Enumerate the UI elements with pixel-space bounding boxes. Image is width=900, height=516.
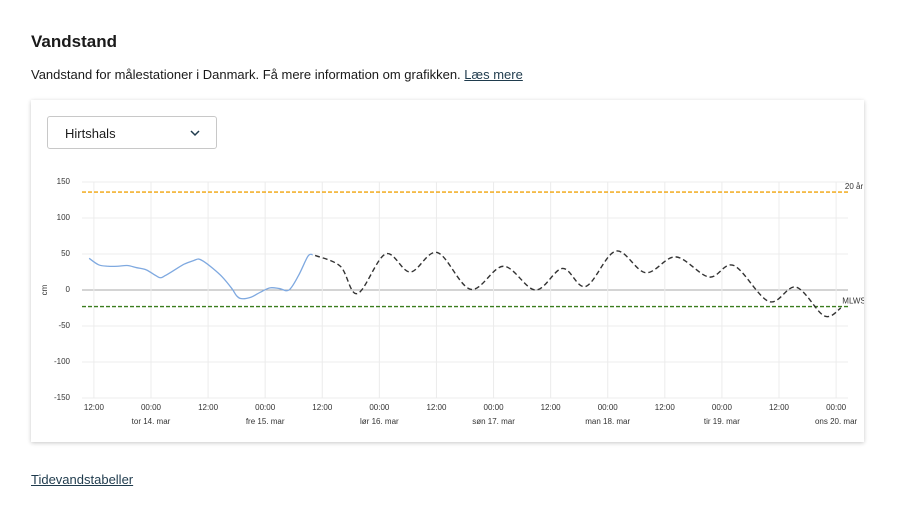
x-tick-label: 00:00	[712, 403, 733, 412]
x-tick-label: 12:00	[312, 403, 333, 412]
x-tick-label: 00:00	[255, 403, 276, 412]
y-tick-label: 50	[61, 249, 70, 258]
day-label: ons 20. mar	[815, 417, 858, 426]
day-label: tor 14. mar	[132, 417, 171, 426]
chart: -150 -100 -50 0 50 100 150 12:00 00:00 12:00 00:00…	[40, 177, 864, 426]
x-tick-label: 12:00	[84, 403, 105, 412]
description: Vandstand for målestationer i Danmark. F…	[31, 67, 523, 82]
forecast-line	[314, 250, 842, 318]
x-tick-label: 00:00	[484, 403, 505, 412]
day-label: fre 15. mar	[246, 417, 285, 426]
page-title: Vandstand	[31, 32, 117, 51]
y-tick-label: -50	[58, 321, 70, 330]
x-tick-label: 12:00	[426, 403, 447, 412]
day-label: lør 16. mar	[360, 417, 399, 426]
x-tick-label: 00:00	[598, 403, 619, 412]
x-tick-label: 12:00	[541, 403, 562, 412]
select-value: Hirtshals	[65, 126, 116, 141]
observed-line	[88, 253, 313, 300]
y-tick-label: -150	[54, 393, 71, 402]
x-tick-label: 12:00	[769, 403, 790, 412]
description-text: Vandstand for målestationer i Danmark. F…	[31, 67, 461, 82]
y-tick-label: 0	[66, 285, 71, 294]
reference-label: 20 år	[845, 182, 864, 191]
x-tick-label: 12:00	[655, 403, 676, 412]
chart-card: Hirtshals -150 -100 -50 0 50 100 150 12:00 00:00…	[31, 100, 864, 442]
reference-label: MLWS	[842, 297, 864, 306]
station-select[interactable]: Hirtshals	[47, 116, 217, 149]
read-more-link[interactable]: Læs mere	[464, 67, 523, 82]
x-tick-label: 12:00	[198, 403, 219, 412]
day-label: søn 17. mar	[472, 417, 515, 426]
day-label: man 18. mar	[585, 417, 630, 426]
y-axis-label: cm	[40, 284, 49, 295]
y-tick-label: -100	[54, 357, 71, 366]
x-tick-label: 00:00	[369, 403, 390, 412]
tide-tables-link[interactable]: Tidevandstabeller	[31, 472, 134, 487]
y-tick-label: 100	[57, 213, 71, 222]
day-label: tir 19. mar	[704, 417, 740, 426]
x-tick-label: 00:00	[141, 403, 162, 412]
chevron	[190, 130, 200, 137]
x-tick-label: 00:00	[826, 403, 847, 412]
y-tick-label: 150	[57, 177, 71, 186]
